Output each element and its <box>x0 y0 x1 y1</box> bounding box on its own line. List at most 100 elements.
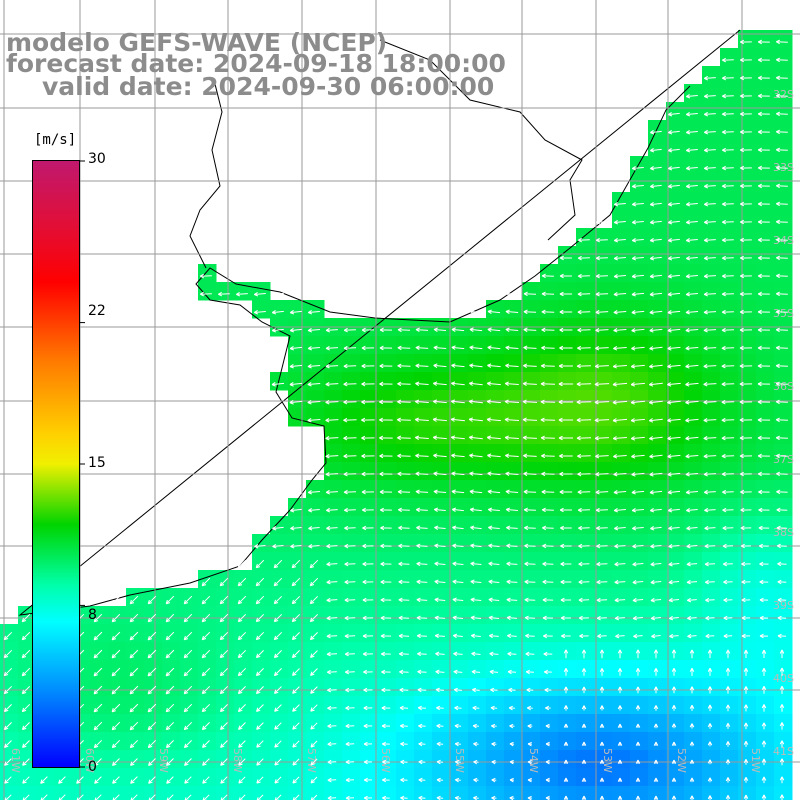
wind-arrow <box>595 453 609 459</box>
wind-arrow <box>414 417 429 423</box>
wind-arrow <box>111 685 121 695</box>
wind-arrow <box>703 309 717 315</box>
speed-cell <box>558 462 577 481</box>
wind-arrow <box>703 381 717 387</box>
speed-cell <box>738 390 757 409</box>
wind-arrow <box>649 436 663 441</box>
wind-arrow <box>292 704 300 712</box>
wind-arrow <box>488 597 500 603</box>
speed-cell <box>378 570 397 589</box>
wind-arrow <box>310 794 318 800</box>
wind-arrow <box>721 129 734 135</box>
wind-arrow <box>309 577 319 587</box>
wind-arrow <box>721 327 735 333</box>
wind-arrow <box>274 776 282 784</box>
speed-cell <box>90 714 109 733</box>
wind-arrow <box>509 777 515 783</box>
wind-arrow <box>617 668 623 676</box>
speed-cell <box>144 642 163 661</box>
wind-arrow <box>649 364 663 369</box>
speed-cell <box>396 390 415 409</box>
wind-arrow <box>325 471 339 477</box>
speed-cell <box>702 354 721 373</box>
wind-arrow <box>703 363 717 369</box>
wind-arrow <box>473 741 479 747</box>
wind-arrow <box>560 597 572 603</box>
speed-cell <box>594 228 613 247</box>
wind-arrow <box>488 525 500 531</box>
speed-cell <box>324 714 343 733</box>
speed-cell <box>648 750 667 769</box>
wind-arrow <box>289 363 303 369</box>
wind-arrow <box>757 255 770 261</box>
wind-arrow <box>759 579 769 585</box>
wind-arrow <box>362 633 374 639</box>
speed-cell <box>216 696 235 715</box>
speed-cell <box>648 732 667 751</box>
speed-cell <box>450 660 469 679</box>
wind-arrow <box>559 255 572 261</box>
speed-cell <box>720 624 739 643</box>
speed-cell <box>414 570 433 589</box>
speed-cell <box>558 660 577 679</box>
wind-arrow <box>757 399 771 405</box>
speed-cell <box>432 498 451 517</box>
speed-cell <box>774 228 793 247</box>
speed-cell <box>774 174 793 193</box>
speed-cell <box>486 588 505 607</box>
wind-arrow <box>470 561 482 567</box>
wind-arrow <box>452 543 464 549</box>
lon-label: 61W <box>9 748 22 773</box>
wind-arrow <box>344 597 356 603</box>
wind-arrow <box>418 759 426 765</box>
wind-arrow <box>775 93 788 99</box>
wind-arrow <box>309 632 318 641</box>
speed-cell <box>738 516 757 535</box>
wind-arrow <box>4 776 12 784</box>
wind-arrow <box>111 595 121 605</box>
speed-cell <box>684 678 703 697</box>
speed-cell <box>738 174 757 193</box>
speed-cell <box>738 480 757 499</box>
wind-arrow <box>613 309 627 315</box>
wind-arrow <box>757 417 771 423</box>
speed-cell <box>756 678 775 697</box>
wind-arrow <box>721 75 734 81</box>
speed-cell <box>486 300 505 319</box>
wind-arrow <box>689 649 695 659</box>
wind-arrow <box>540 417 556 423</box>
wind-arrow <box>613 507 626 513</box>
speed-cell <box>522 624 541 643</box>
wind-arrow <box>667 382 681 387</box>
wind-arrow <box>291 632 300 641</box>
wind-arrow <box>292 740 300 748</box>
wind-arrow <box>725 741 731 747</box>
lon-label: 60W <box>83 748 96 773</box>
speed-cell <box>522 768 541 787</box>
wind-arrow <box>632 579 644 585</box>
wind-arrow <box>361 417 375 423</box>
speed-cell <box>630 552 649 571</box>
speed-cell <box>432 336 451 355</box>
speed-cell <box>594 786 613 800</box>
speed-cell <box>702 408 721 427</box>
speed-cell <box>684 570 703 589</box>
wind-arrow <box>685 237 698 243</box>
speed-cell <box>324 354 343 373</box>
speed-cell <box>648 516 667 535</box>
speed-cell <box>684 120 703 139</box>
speed-cell <box>90 624 109 643</box>
speed-cell <box>666 786 685 800</box>
speed-cell <box>684 102 703 121</box>
wind-arrow <box>470 579 482 585</box>
wind-arrow <box>129 649 139 659</box>
wind-arrow <box>452 579 464 585</box>
wind-arrow <box>576 381 592 387</box>
wind-arrow <box>469 507 482 513</box>
speed-cell <box>288 408 307 427</box>
wind-arrow <box>273 668 282 677</box>
speed-cell <box>486 480 505 499</box>
wind-arrow <box>775 111 788 117</box>
wind-arrow <box>325 363 339 369</box>
speed-cell <box>594 462 613 481</box>
